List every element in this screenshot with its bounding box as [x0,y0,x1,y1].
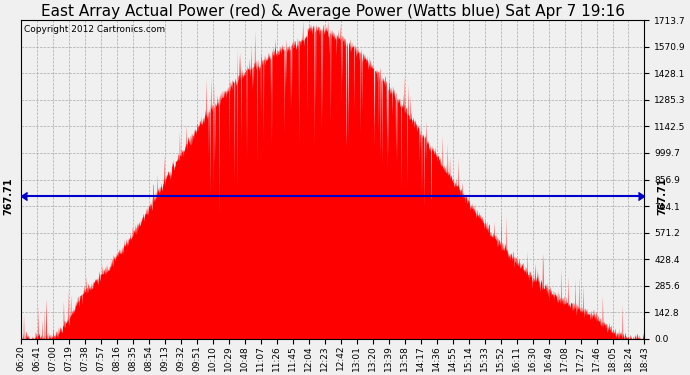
Text: 767.71: 767.71 [658,177,667,215]
Title: East Array Actual Power (red) & Average Power (Watts blue) Sat Apr 7 19:16: East Array Actual Power (red) & Average … [41,4,624,19]
Text: Copyright 2012 Cartronics.com: Copyright 2012 Cartronics.com [24,25,166,34]
Text: 767.71: 767.71 [3,177,13,215]
